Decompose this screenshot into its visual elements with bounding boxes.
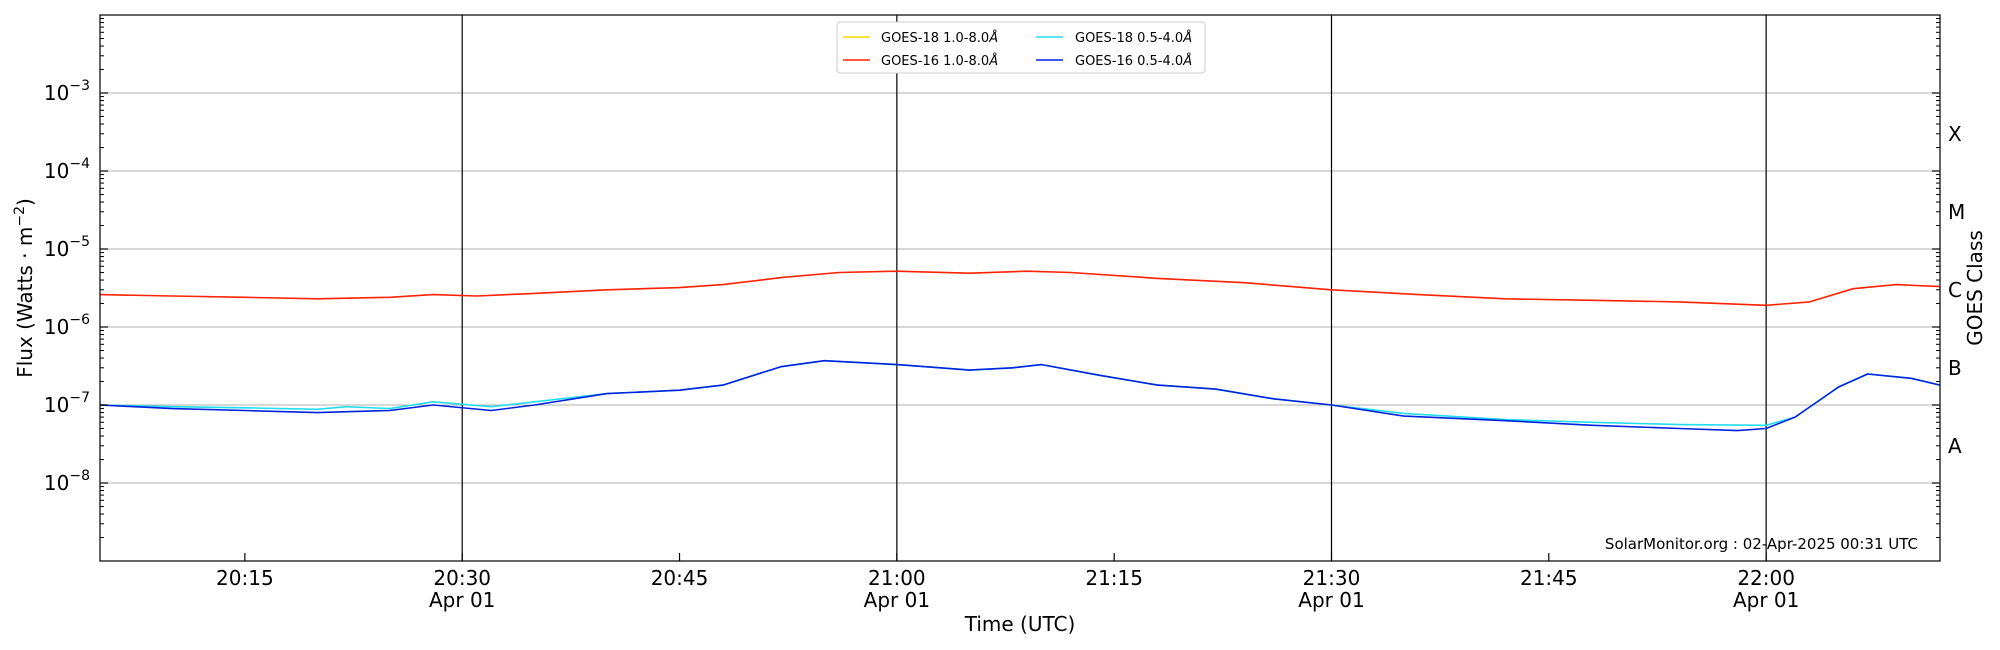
y-tick-base: 10 — [44, 81, 69, 105]
x-tick-label: 21:00 — [868, 566, 926, 590]
plot-frame — [99, 14, 1941, 562]
y-tick-label: 10−6 — [44, 312, 90, 339]
legend-angstrom: Å — [988, 30, 998, 46]
x-tick-label: 20:30 — [433, 566, 491, 590]
x-tick-date-label: Apr 01 — [1298, 588, 1364, 612]
y-tick-label: 10−8 — [44, 468, 90, 495]
series-lines — [99, 270, 1941, 432]
goes-class-label: A — [1948, 434, 1962, 458]
y-tick-label: 10−7 — [44, 390, 90, 417]
y-tick-exponent: −7 — [69, 390, 90, 406]
legend-text-goes16-short: GOES-16 0.5-4.0 — [1075, 54, 1183, 69]
goes-class-label: C — [1948, 278, 1962, 302]
y-axis-title: Flux (Watts · m−2) — [12, 198, 37, 378]
credit-annotation: SolarMonitor.org : 02-Apr-2025 00:31 UTC — [1605, 535, 1918, 553]
y-tick-exponent: −3 — [69, 78, 90, 94]
x-tick-label: 22:00 — [1737, 566, 1795, 590]
x-axis-title: Time (UTC) — [964, 612, 1076, 636]
y-tick-base: 10 — [44, 237, 69, 261]
legend-angstrom: Å — [1182, 53, 1192, 69]
y-tick-base: 10 — [44, 315, 69, 339]
x-tick-label: 21:30 — [1303, 566, 1361, 590]
series-line-goes-16-0-5-4-0 — [99, 359, 1941, 432]
goes-class-axis-title: GOES Class — [1963, 230, 1987, 346]
x-tick-date-label: Apr 01 — [429, 588, 495, 612]
y-tick-label: 10−5 — [44, 234, 90, 261]
gridlines — [100, 92, 1940, 484]
y-axis-ticks: 10−310−410−510−610−710−8 — [44, 18, 1940, 539]
legend-label-goes16-short: GOES-16 0.5-4.0Å — [1075, 53, 1192, 69]
goes-class-labels: X M C B A — [1948, 122, 1965, 458]
goes-class-label: B — [1948, 356, 1962, 380]
y-axis-title-base: Flux (Watts · m — [13, 227, 37, 378]
y-tick-base: 10 — [44, 159, 69, 183]
y-tick-label: 10−3 — [44, 78, 90, 105]
y-tick-label: 10−4 — [44, 156, 90, 183]
legend-text-goes18-short: GOES-18 0.5-4.0 — [1075, 31, 1183, 46]
legend-box — [836, 21, 1206, 74]
legend-angstrom: Å — [1182, 30, 1192, 46]
y-tick-exponent: −6 — [69, 312, 90, 328]
legend: GOES-18 1.0-8.0Å GOES-16 1.0-8.0Å GOES-1… — [836, 21, 1206, 74]
legend-angstrom: Å — [988, 53, 998, 69]
x-tick-label: 21:45 — [1520, 566, 1578, 590]
x-tick-label: 21:15 — [1085, 566, 1143, 590]
vertical-reference-lines — [461, 15, 1767, 561]
y-tick-base: 10 — [44, 471, 69, 495]
legend-label-goes18-long: GOES-18 1.0-8.0Å — [881, 30, 998, 46]
y-tick-exponent: −5 — [69, 234, 90, 250]
x-tick-date-label: Apr 01 — [864, 588, 930, 612]
y-axis-title-exponent: −2 — [12, 206, 28, 227]
y-tick-exponent: −8 — [69, 468, 90, 484]
x-tick-date-label: Apr 01 — [1733, 588, 1799, 612]
x-tick-label: 20:15 — [216, 566, 274, 590]
y-tick-exponent: −4 — [69, 156, 90, 172]
legend-label-goes16-long: GOES-16 1.0-8.0Å — [881, 53, 998, 69]
series-line-goes-16-1-0-8-0 — [99, 270, 1941, 307]
y-tick-base: 10 — [44, 393, 69, 417]
goes-class-label: M — [1948, 200, 1965, 224]
legend-label-goes18-short: GOES-18 0.5-4.0Å — [1075, 30, 1192, 46]
legend-text-goes16-long: GOES-16 1.0-8.0 — [881, 54, 989, 69]
x-tick-label: 20:45 — [651, 566, 709, 590]
legend-text-goes18-long: GOES-18 1.0-8.0 — [881, 31, 989, 46]
y-axis-title-close: ) — [13, 198, 37, 206]
goes-class-label: X — [1948, 122, 1962, 146]
